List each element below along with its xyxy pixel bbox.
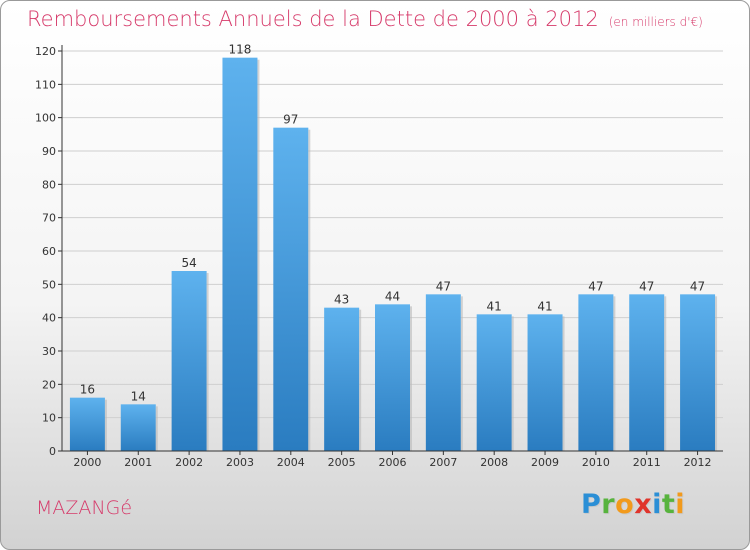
bar-shadow: [715, 296, 718, 451]
y-tick-label: 0: [49, 445, 56, 458]
x-tick-label: 2005: [328, 456, 356, 469]
x-tick-label: 2010: [582, 456, 610, 469]
city-name: MAZANGé: [36, 497, 133, 519]
y-tick-label: 40: [42, 312, 56, 325]
logo-letter: P: [581, 489, 602, 520]
bar-shadow: [155, 406, 158, 451]
bar-value-label: 41: [487, 299, 502, 313]
bar: [171, 271, 207, 451]
x-tick-label: 2002: [175, 456, 203, 469]
y-tick-label: 120: [35, 45, 56, 58]
y-tick-label: 90: [42, 145, 56, 158]
x-tick-label: 2000: [73, 456, 101, 469]
bar-value-label: 47: [588, 279, 603, 293]
logo-letter: x: [634, 489, 653, 520]
x-tick-label: 2012: [684, 456, 712, 469]
bar-shadow: [511, 316, 514, 451]
bar-shadow: [410, 306, 412, 451]
bar: [578, 294, 614, 451]
axis-layer: 0 10 20 30 40 50 60 70 80 90 100 110 120 2000 2001 2002…: [35, 45, 723, 469]
bar-shadow: [308, 129, 311, 451]
y-tick-label: 100: [35, 112, 56, 125]
chart-title-text: Remboursements Annuels de la Dette de 20…: [27, 7, 599, 31]
logo-letter: r: [601, 489, 616, 520]
bar-shadow: [460, 296, 463, 451]
logo-letter: i: [652, 489, 662, 520]
bar-value-label: 118: [229, 43, 252, 57]
bar-shadow: [206, 273, 209, 451]
bar: [324, 307, 360, 451]
y-tick-label: 30: [42, 345, 56, 358]
bar: [476, 314, 512, 451]
y-tick-label: 70: [42, 212, 56, 225]
bar-value-label: 47: [639, 279, 654, 293]
logo-letter: o: [615, 489, 635, 520]
x-tick-label: 2006: [379, 456, 407, 469]
bar-shadow: [562, 316, 565, 451]
y-tick-label: 10: [42, 412, 56, 425]
x-tick-label: 2007: [429, 456, 457, 469]
y-tick-label: 20: [42, 378, 56, 391]
bar-value-label: 54: [181, 256, 196, 270]
proxiti-logo[interactable]: Proxiti: [581, 489, 685, 520]
bar-value-label: 97: [283, 113, 298, 127]
bar-value-label: 14: [131, 389, 146, 403]
bar-value-label: 41: [537, 299, 552, 313]
bars-layer: 16 14 54 118 97 43 44 47 41 41 47 47 47: [69, 43, 718, 452]
bar-shadow: [664, 296, 667, 451]
y-tick-label: 60: [42, 245, 56, 258]
bar-shadow: [104, 399, 107, 451]
bar: [375, 304, 410, 451]
bar: [425, 294, 461, 451]
bar: [69, 397, 105, 451]
bar-value-label: 47: [690, 279, 705, 293]
bar: [273, 127, 309, 452]
x-tick-label: 2003: [226, 456, 254, 469]
y-tick-label: 80: [42, 178, 56, 191]
bar-value-label: 43: [334, 293, 349, 307]
bar-shadow: [257, 59, 260, 452]
bar-value-label: 44: [385, 289, 400, 303]
y-tick-label: 50: [42, 278, 56, 291]
bar-value-label: 16: [80, 383, 95, 397]
x-tick-label: 2001: [124, 456, 152, 469]
bar: [527, 314, 563, 451]
x-tick-label: 2011: [633, 456, 661, 469]
logo-letter: i: [675, 489, 686, 520]
bar: [222, 57, 258, 452]
logo-letter: t: [661, 489, 676, 520]
y-tick-label: 110: [35, 78, 56, 91]
bar: [629, 294, 665, 451]
x-tick-label: 2004: [277, 456, 305, 469]
chart-unit: (en milliers d'€): [608, 15, 703, 29]
bar-value-label: 47: [436, 279, 451, 293]
x-tick-label: 2009: [531, 456, 559, 469]
bar: [680, 294, 716, 451]
x-tick-label: 2008: [480, 456, 508, 469]
chart-title: Remboursements Annuels de la Dette de 20…: [27, 7, 703, 31]
bar-shadow: [359, 309, 362, 451]
bar: [120, 404, 156, 451]
bar-shadow: [613, 296, 616, 451]
